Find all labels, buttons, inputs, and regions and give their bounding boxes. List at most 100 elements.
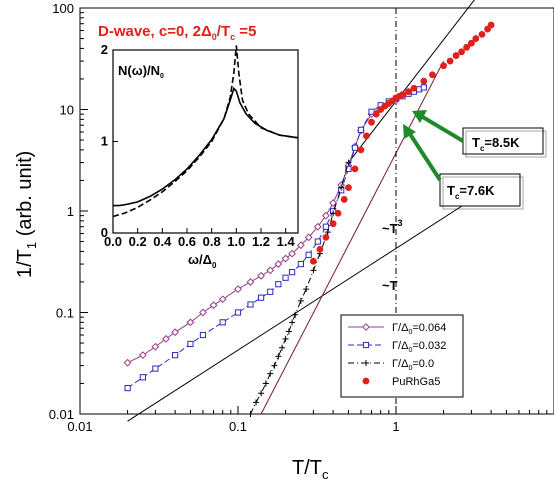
y-tick-label: 0.01 [49,407,74,422]
data-point [257,294,265,301]
legend: Γ/Δ0=0.064 Γ/Δ0=0.032 Γ/Δ0=0.0 PuRhGa5 [340,314,464,398]
data-point [297,260,304,268]
legend-label: PuRhGa5 [392,376,440,388]
data-point [362,341,370,349]
data-point [368,118,375,126]
data-point [267,288,274,295]
inset-x-tick-label: 0.0 [104,234,122,249]
data-point [322,223,329,230]
data-point [246,278,255,286]
data-point [162,334,170,343]
data-point [310,267,317,274]
data-point [275,353,282,360]
data-point [345,165,352,172]
chart-title: D-wave, c=0, 2Δ0/Tc =5 [98,23,256,42]
tc-8-5k-arrow [412,110,465,143]
data-point [138,351,147,360]
data-point [267,370,274,377]
data-point [186,318,195,327]
data-point [257,271,265,280]
data-point [279,344,286,351]
legend-label: Γ/Δ0=0.032 [392,340,446,354]
y-tick-label: 100 [52,1,74,16]
data-point [309,257,317,265]
data-point [420,84,427,91]
data-point [324,229,331,236]
data-point [275,281,282,288]
data-point [199,331,207,339]
data-point [458,48,465,56]
data-point [253,399,260,406]
data-point [199,308,207,317]
tc-7-6k-arrow [403,124,442,182]
data-point [440,62,447,70]
inset-y-label: N(ω)/N0 [118,63,164,80]
guide-line [260,60,445,415]
data-point [219,319,226,326]
data-point [296,241,305,250]
data-point [187,340,194,348]
data-point [313,222,322,231]
tc-7-6k-label: Tc=7.6K [447,183,495,201]
data-point [345,159,352,166]
data-point [151,342,160,351]
series-line [250,162,349,415]
data-point [152,365,159,372]
data-point [274,260,283,268]
data-point [282,274,289,281]
tc-8-5k-box [462,127,544,155]
inset-y-tick-label: 0 [101,225,108,240]
data-point [363,360,369,366]
data-point [487,21,495,29]
inset-x-tick-label: 0.8 [203,234,221,249]
inset-frame [112,49,299,234]
data-point [362,323,370,331]
data-point [285,328,292,335]
data-point [247,411,254,417]
t-linear-label: ~T [382,278,398,293]
data-point [363,132,370,140]
data-point [316,245,324,253]
y-tick-label: 0.1 [56,306,74,321]
data-point [289,319,296,326]
inset-x-tick-label: 1.2 [252,234,270,249]
data-point [452,52,460,59]
data-point [478,30,486,38]
data-point [357,126,365,133]
data-point [399,91,406,99]
inset-curve-1 [112,45,299,218]
y-axis-label: 1/T1 (arb. unit) [14,151,39,278]
legend-label: Γ/Δ0=0.0 [392,358,434,372]
data-point [314,238,321,245]
data-point [351,165,359,173]
data-point [463,43,471,51]
data-point [372,110,380,118]
data-point [289,269,296,276]
inset-x-tick-label: 0.2 [129,234,147,249]
data-point [297,297,304,304]
data-point [351,144,359,151]
data-point [362,377,370,385]
inset-x-label: ω/Δ0 [188,252,217,270]
x-tick-label: 1 [392,419,399,434]
data-point [345,184,352,192]
data-point [234,285,242,294]
legend-label: Γ/Δ0=0.064 [392,322,446,336]
data-point [472,35,480,42]
data-point [334,209,342,217]
inset-y-tick-label: 2 [101,42,108,57]
inset-x-tick-label: 0.4 [153,234,172,249]
inset-x-tick-label: 1.4 [277,234,296,249]
y-tick-label: 10 [60,103,74,118]
data-point [139,374,146,381]
data-point [234,309,242,316]
data-point [292,311,299,318]
series-2 [247,159,352,417]
data-point [446,57,454,65]
data-point [218,295,227,304]
data-point [172,352,179,359]
data-point [357,146,365,154]
inset-y-tick-label: 1 [101,134,108,149]
data-point [247,301,254,308]
